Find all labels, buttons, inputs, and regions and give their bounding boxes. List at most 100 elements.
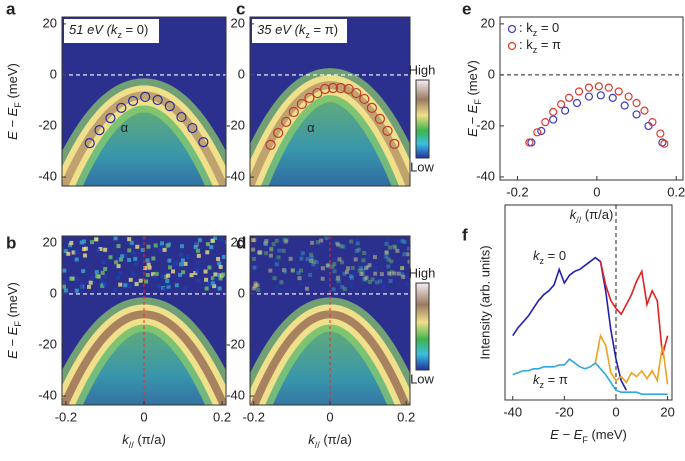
noise: [279, 287, 284, 292]
y-tick-label: 20: [481, 15, 495, 30]
under-band: [62, 95, 226, 186]
noise: [392, 244, 397, 249]
frame: [499, 16, 684, 181]
noise: [162, 247, 167, 252]
noise: [74, 249, 79, 254]
colorbar-label: Low: [410, 371, 434, 386]
noise: [158, 248, 163, 253]
noise: [131, 271, 136, 276]
noise: [166, 242, 171, 247]
heatmap: [62, 17, 226, 186]
y-tick-label: -40: [38, 388, 57, 403]
noise: [86, 284, 91, 289]
x-tick-label: 0: [326, 409, 333, 424]
noise: [363, 287, 368, 292]
noise: [339, 244, 344, 249]
noise: [258, 251, 263, 256]
annotation-part: z: [305, 30, 310, 40]
noise: [66, 251, 71, 256]
x-axis-label-part: //: [315, 440, 321, 450]
noise: [213, 272, 218, 277]
point: [116, 102, 127, 113]
noise: [335, 277, 340, 282]
noise: [204, 286, 209, 291]
noise: [133, 256, 138, 261]
noise: [354, 237, 359, 242]
noise: [396, 238, 401, 243]
noise: [310, 240, 315, 245]
noise: [90, 275, 95, 280]
noise: [271, 242, 276, 247]
noise: [205, 242, 210, 247]
noise: [217, 286, 222, 291]
noise: [74, 288, 79, 293]
noise: [207, 265, 212, 270]
point: [564, 93, 574, 102]
x-axis-label: E − EF (meV): [550, 427, 627, 445]
noise: [263, 241, 268, 246]
point: [561, 106, 570, 115]
y-tick-label: -40: [476, 168, 495, 183]
noise: [344, 269, 349, 274]
noise: [386, 264, 391, 269]
point: [304, 92, 315, 104]
noise: [79, 240, 84, 245]
noise: [264, 251, 269, 256]
annotation-part: 51 eV (k: [69, 22, 119, 37]
y-tick-label: 0: [50, 285, 57, 300]
point: [632, 110, 641, 119]
noise: [162, 287, 167, 292]
noise: [330, 264, 335, 269]
noise: [146, 244, 151, 249]
noise: [82, 247, 87, 252]
y-axis-label: E − EF (meV): [5, 282, 23, 359]
noise: [384, 254, 389, 259]
point: [549, 115, 558, 124]
noise: [101, 260, 106, 265]
noise: [324, 236, 329, 241]
colorbar-label: Low: [410, 159, 434, 174]
noise: [370, 277, 375, 282]
noise: [210, 238, 215, 243]
point: [596, 91, 605, 100]
y-axis-label-part: E − E: [465, 104, 480, 136]
noise: [183, 286, 188, 291]
noise: [284, 238, 289, 243]
noise: [62, 268, 67, 273]
noise: [320, 276, 325, 281]
noise: [180, 244, 185, 249]
noise: [203, 269, 208, 274]
noise: [342, 271, 347, 276]
annotation: 51 eV (kz = 0): [69, 22, 148, 40]
y-tick-label: -40: [226, 169, 245, 184]
noise: [384, 241, 389, 246]
noise: [193, 245, 198, 250]
point: [389, 138, 400, 149]
noise: [116, 256, 121, 261]
point: [624, 92, 633, 101]
noise: [288, 256, 293, 261]
x-axis-label-part: k: [122, 432, 130, 447]
noise: [311, 262, 316, 267]
noise: [281, 248, 286, 253]
noise: [255, 265, 260, 270]
y-tick-label: -20: [226, 117, 245, 132]
noise: [400, 272, 405, 277]
noise: [334, 241, 339, 246]
noise: [133, 261, 138, 266]
noise: [127, 283, 132, 288]
colorbar: [415, 282, 430, 371]
noise: [221, 254, 226, 259]
noise: [79, 284, 84, 289]
noise: [290, 268, 295, 273]
noise: [296, 270, 301, 275]
noise: [337, 257, 342, 262]
noise: [402, 252, 407, 257]
point: [382, 125, 393, 136]
x-axis-label: k// (π/a): [122, 432, 166, 450]
point: [648, 117, 657, 127]
y-axis-label-part: (meV): [465, 60, 480, 99]
point: [537, 126, 546, 136]
noise: [74, 257, 79, 262]
